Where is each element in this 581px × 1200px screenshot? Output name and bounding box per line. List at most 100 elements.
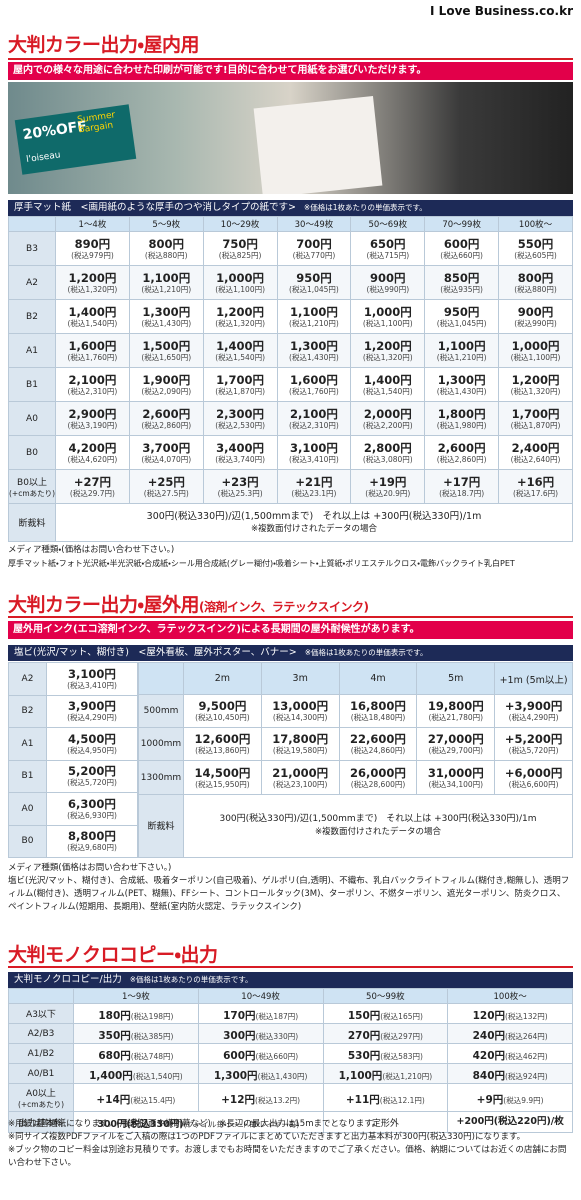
price-cell: 600円(税込660円) xyxy=(424,231,500,266)
row-header: A2/B3 xyxy=(8,1023,74,1044)
price-cell: 530円(税込583円) xyxy=(322,1043,449,1064)
tax-price: (税込29,700円) xyxy=(428,746,484,756)
tax-price: (税込23,100円) xyxy=(272,779,328,789)
media-list: 塩ビ(光沢/マット、糊付き)、合成紙、吸着ターポリン(自己吸着)、ゲルポリ(白,… xyxy=(8,876,570,912)
price-cell: 27,000円 (税込29,700円) xyxy=(416,727,496,762)
tax-price: (税込4,950円) xyxy=(67,745,117,755)
price-cell: +11円(税込12.1円) xyxy=(322,1083,449,1112)
price-cell: 1,400円(税込1,540円) xyxy=(202,333,278,368)
row-header: B0 xyxy=(8,824,47,858)
price-cell: 1,300円(税込1,430円) xyxy=(424,367,500,402)
price: 170円 xyxy=(223,1010,256,1022)
footnote: ※用紙は普通紙になります。(用途:図面や横断幕など) ※長辺の最大出力は15mま… xyxy=(8,1119,381,1129)
price-row: A2/B3 350円(税込385円) 300円(税込330円) 270円(税込297円… xyxy=(8,1023,573,1044)
tax-price: (税込2,640円) xyxy=(510,454,561,464)
tax-price: (税込1,210円) xyxy=(436,352,487,362)
size-row: B0 8,800円 (税込9,680円) xyxy=(8,824,138,858)
price: 950円 xyxy=(443,304,480,319)
price-row: A1/B2 680円(税込748円) 600円(税込660円) 530円(税込583円… xyxy=(8,1043,573,1064)
table-note: ※価格は1枚あたりの単価表示です。 xyxy=(303,203,427,212)
price: 1,100円 xyxy=(338,1070,383,1082)
row-label: B0 xyxy=(26,447,38,458)
printed-sheet xyxy=(253,95,383,194)
price: 3,100円 xyxy=(290,440,338,455)
tax-price: (税込3,740円) xyxy=(215,454,266,464)
price: 900円 xyxy=(370,270,406,285)
price: 2,600円 xyxy=(437,440,486,455)
price: 1,300円 xyxy=(142,304,191,319)
price: 1,300円 xyxy=(437,372,486,387)
tax-price: (税込4,620円) xyxy=(67,454,118,464)
row-label: B0以上 xyxy=(17,477,47,488)
row-header: A1 xyxy=(8,333,56,368)
price-row: A1 1,600円 (税込1,760円) 1,500円 (税込1,650円) 1,400円… xyxy=(8,333,573,368)
section-title: 大判カラー出力・屋内用 xyxy=(8,34,199,56)
row-label: B3 xyxy=(26,243,38,254)
price: 800円 xyxy=(517,270,554,285)
price: 17,800円 xyxy=(272,732,329,747)
tax-price: (税込583円) xyxy=(380,1052,423,1061)
tax-price: (税込9.9円) xyxy=(503,1096,544,1105)
tax-price: (税込3,190円) xyxy=(67,420,118,430)
price-cell: 13,000円 (税込14,300円) xyxy=(260,694,340,729)
price: 420円 xyxy=(472,1050,505,1062)
cutting-text: 300円(税込330円)/辺(1,500mmまで) それ以上は +300円(税込… xyxy=(146,510,482,522)
tax-price: (税込1,870円) xyxy=(510,420,561,430)
price-cell: 3,100円 (税込3,410円) xyxy=(276,435,352,470)
tax-price: (税込1,980円) xyxy=(436,420,487,430)
price-cell: 1,700円 (税込1,870円) xyxy=(202,367,278,402)
price: 700円 xyxy=(296,236,332,251)
price: +12円 xyxy=(221,1094,256,1106)
tax-price: (税込1,210円) xyxy=(289,318,339,328)
section-title: 大判カラー出力・屋外用(溶剤インク、ラテックスインク) xyxy=(8,590,369,617)
price-cell: 650円 (税込715円) xyxy=(350,231,426,266)
price: +21円 xyxy=(295,474,333,489)
price: 3,700円 xyxy=(142,440,191,455)
price: 680円 xyxy=(98,1050,131,1062)
title-note: (溶剤インク、ラテックスインク) xyxy=(198,600,369,614)
tax-price: (税込12.1円) xyxy=(379,1096,425,1105)
photo: 20%OFF Summer Bargain l'oiseau xyxy=(8,82,573,194)
price-cell: 3,400円 (税込3,740円) xyxy=(202,435,278,470)
tax-price: (税込187円) xyxy=(255,1012,299,1021)
column-header: 100枚～ xyxy=(498,216,573,232)
price-cell: 1,500円 (税込1,650円) xyxy=(128,333,204,368)
column-header-row: 1～9枚 10～49枚 50～99枚 100枚～ xyxy=(8,988,573,1004)
price-row: A0/B1 1,400円(税込1,540円) 1,300円(税込1,430円) 1,1… xyxy=(8,1063,573,1084)
tax-price: (税込21,780円) xyxy=(428,713,484,723)
row-header: A0 xyxy=(8,792,47,826)
column-header: 70～99枚 xyxy=(424,216,500,232)
tax-price: (税込660円) xyxy=(440,250,483,260)
price: 800円 xyxy=(148,236,185,251)
tax-price: (税込715円) xyxy=(366,250,410,260)
price: 3,900円 xyxy=(68,699,116,714)
tax-price: (税込29.7円) xyxy=(69,488,115,498)
price: +11円 xyxy=(345,1094,380,1106)
price: 890円 xyxy=(74,236,111,251)
price: 1,600円 xyxy=(68,338,117,353)
tax-price: (税込2,860円) xyxy=(436,454,487,464)
row-header: B2 xyxy=(8,299,56,334)
price: 26,000円 xyxy=(350,765,406,780)
tax-price: (税込3,410円) xyxy=(289,454,339,464)
footnote: ※ブック物のコピー料金は別途お見積りです。お渡しまでもお時間をいただきますのでご… xyxy=(8,1145,567,1168)
price: 120円 xyxy=(472,1010,505,1022)
price-row: 1000mm 12,600円 (税込13,860円) 17,800円 (税込19,580… xyxy=(138,727,573,762)
tax-price: (税込15.4円) xyxy=(130,1096,176,1105)
row-header: 500mm xyxy=(138,694,184,729)
price-cell: 8,800円 (税込9,680円) xyxy=(46,824,138,858)
price-cell: +9円(税込9.9円) xyxy=(447,1083,573,1112)
price-cell: 2,300円 (税込2,530円) xyxy=(202,401,278,436)
size-row: B1 5,200円 (税込5,720円) xyxy=(8,759,138,793)
price: +17円 xyxy=(443,474,481,489)
tax-price: (税込4,290円) xyxy=(67,713,117,723)
offsize-cell: +200円(税込220円)/枚 xyxy=(447,1111,573,1133)
tax-price: (税込1,540円) xyxy=(67,318,118,328)
price-row: A2 1,200円 (税込1,320円) 1,100円 (税込1,210円) 1,000円… xyxy=(8,265,573,300)
row-header: A1 xyxy=(8,727,47,761)
price: 22,600円 xyxy=(350,732,406,747)
price-cell: +19円 (税込20.9円) xyxy=(350,469,426,504)
photo-text: Summer Bargain xyxy=(76,110,116,136)
price-cell: 680円(税込748円) xyxy=(73,1043,199,1064)
